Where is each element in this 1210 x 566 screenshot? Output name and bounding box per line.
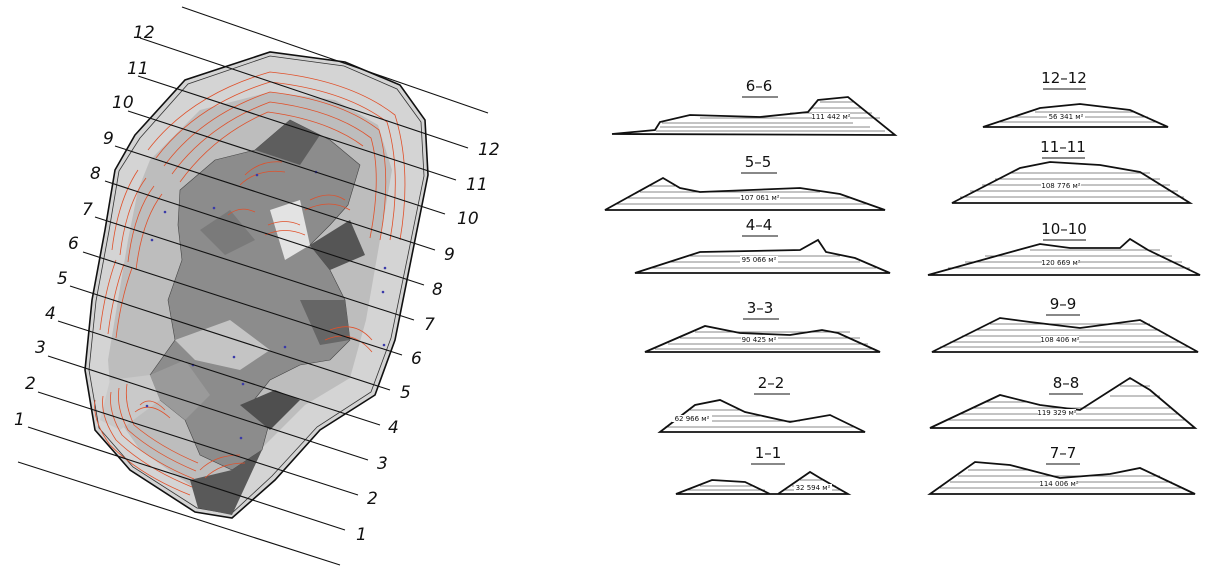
section-title: 1–1 bbox=[755, 444, 782, 462]
section-6-6: 6–6 111 442 м² bbox=[611, 77, 898, 136]
cut-line-3 bbox=[47, 355, 369, 461]
dark-facet-7 bbox=[150, 360, 210, 420]
cut-label-12-left: 12 bbox=[133, 23, 155, 43]
cut-line-12 bbox=[139, 37, 469, 149]
cut-label-1-right: 1 bbox=[356, 525, 367, 545]
section-area: 56 341 м² bbox=[1049, 113, 1084, 121]
cut-line-top-border bbox=[181, 6, 489, 114]
pit-inner-floor bbox=[149, 119, 361, 471]
section-area: 95 066 м² bbox=[742, 256, 777, 264]
cut-label-1-left: 1 bbox=[14, 410, 25, 430]
cut-label-4-right: 4 bbox=[388, 418, 399, 438]
section-12-12: 12–12 56 341 м² bbox=[982, 69, 1169, 128]
section-title: 2–2 bbox=[758, 374, 785, 392]
cut-label-3-left: 3 bbox=[35, 338, 46, 358]
dark-facet-4 bbox=[240, 390, 300, 430]
section-area: 108 406 м² bbox=[1040, 336, 1079, 344]
section-title: 12–12 bbox=[1041, 69, 1087, 87]
cut-label-7-right: 7 bbox=[424, 315, 435, 335]
section-4-4: 4–4 95 066 м² bbox=[634, 216, 891, 274]
cut-line-9 bbox=[114, 145, 436, 251]
cut-label-11-left: 11 bbox=[127, 59, 149, 79]
section-5-5: 5–5 107 061 м² bbox=[604, 153, 886, 211]
cut-label-3-right: 3 bbox=[377, 454, 388, 474]
cut-label-5-left: 5 bbox=[57, 269, 68, 289]
dark-facet-2 bbox=[310, 220, 365, 270]
light-facet-3 bbox=[175, 320, 270, 370]
section-title: 6–6 bbox=[746, 77, 773, 95]
cut-line-1 bbox=[27, 426, 346, 531]
contour-lines bbox=[94, 71, 406, 496]
section-area: 114 006 м² bbox=[1039, 480, 1078, 488]
cut-label-12-right: 12 bbox=[478, 140, 500, 160]
section-cut-lines bbox=[17, 6, 489, 566]
section-11-11: 11–11 108 776 м² bbox=[951, 138, 1194, 204]
cut-label-4-left: 4 bbox=[45, 304, 56, 324]
cut-label-6-left: 6 bbox=[68, 234, 79, 254]
section-area: 32 594 м² bbox=[796, 484, 831, 492]
section-title: 4–4 bbox=[746, 216, 773, 234]
section-9-9: 9–9 108 406 м² bbox=[931, 295, 1199, 353]
section-title: 11–11 bbox=[1040, 138, 1086, 156]
cross-sections: 6–6 111 442 м² 5–5 107 061 м² 4–4 95 066… bbox=[604, 69, 1201, 495]
cut-line-bottom-border bbox=[17, 461, 341, 566]
section-title: 8–8 bbox=[1053, 374, 1080, 392]
section-2-2: 2–2 62 966 м² bbox=[657, 374, 866, 433]
section-title: 3–3 bbox=[747, 299, 774, 317]
cut-label-8-left: 8 bbox=[90, 164, 101, 184]
section-8-8: 8–8 119 329 м² bbox=[929, 374, 1198, 429]
dark-facet-5 bbox=[190, 450, 262, 515]
section-10-10: 10–10 120 669 м² bbox=[927, 220, 1201, 276]
cut-label-2-left: 2 bbox=[25, 374, 36, 394]
cut-label-10-right: 10 bbox=[457, 209, 479, 229]
terrain-plan: 12 11 10 9 8 7 6 5 4 3 2 1 12 11 10 9 8 … bbox=[14, 6, 500, 566]
dark-facet-1 bbox=[255, 120, 320, 165]
section-area: 119 329 м² bbox=[1037, 409, 1076, 417]
section-area: 107 061 м² bbox=[740, 194, 779, 202]
section-area: 62 966 м² bbox=[675, 415, 710, 423]
cut-label-7-left: 7 bbox=[82, 200, 93, 220]
section-title: 5–5 bbox=[745, 153, 772, 171]
section-title: 9–9 bbox=[1050, 295, 1077, 313]
section-1-1: 1–1 32 594 м² bbox=[675, 444, 852, 495]
cut-label-9-left: 9 bbox=[103, 129, 114, 149]
cut-line-11 bbox=[137, 75, 457, 181]
section-7-7: 7–7 114 006 м² bbox=[927, 444, 1196, 495]
section-area: 120 669 м² bbox=[1041, 259, 1080, 267]
cut-label-10-left: 10 bbox=[112, 93, 134, 113]
cut-label-11-right: 11 bbox=[466, 175, 488, 195]
cut-label-8-right: 8 bbox=[432, 280, 443, 300]
cut-label-6-right: 6 bbox=[411, 349, 422, 369]
cut-line-10 bbox=[127, 110, 446, 215]
section-area: 108 776 м² bbox=[1041, 182, 1080, 190]
cut-line-8 bbox=[104, 180, 425, 286]
cut-line-6 bbox=[82, 251, 403, 356]
cut-labels: 12 11 10 9 8 7 6 5 4 3 2 1 12 11 10 9 8 … bbox=[14, 23, 500, 545]
cut-label-5-right: 5 bbox=[400, 383, 411, 403]
cut-line-5 bbox=[69, 285, 391, 391]
dark-facet-6 bbox=[200, 210, 255, 255]
section-area: 111 442 м² bbox=[811, 113, 850, 121]
section-title: 10–10 bbox=[1041, 220, 1087, 238]
section-title: 7–7 bbox=[1050, 444, 1077, 462]
pit-outer-rim-inner bbox=[88, 55, 425, 515]
cut-line-2 bbox=[37, 391, 359, 496]
cut-line-4 bbox=[57, 320, 381, 426]
cut-line-7 bbox=[94, 216, 415, 321]
section-area: 90 425 м² bbox=[742, 336, 777, 344]
section-3-3: 3–3 90 425 м² bbox=[644, 299, 881, 353]
cut-label-2-right: 2 bbox=[367, 489, 378, 509]
cut-label-9-right: 9 bbox=[444, 245, 455, 265]
